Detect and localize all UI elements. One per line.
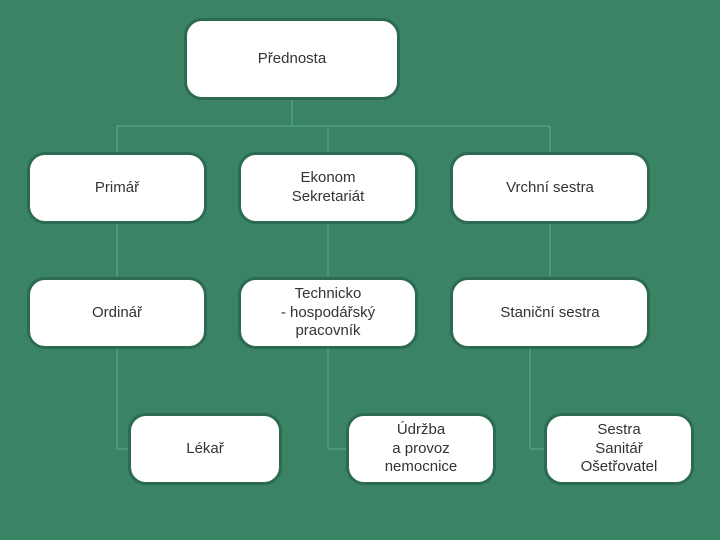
org-node-n7: Staniční sestra bbox=[450, 277, 650, 349]
org-node-n10: Sestra Sanitář Ošetřovatel bbox=[544, 413, 694, 485]
org-node-label: Lékař bbox=[186, 440, 224, 459]
org-node-n3: Ekonom Sekretariát bbox=[238, 152, 418, 224]
org-node-n1: Přednosta bbox=[184, 18, 400, 100]
org-node-n2: Primář bbox=[27, 152, 207, 224]
org-node-n5: Ordinář bbox=[27, 277, 207, 349]
org-node-n4: Vrchní sestra bbox=[450, 152, 650, 224]
org-node-label: Údržba a provoz nemocnice bbox=[385, 421, 458, 477]
org-node-label: Primář bbox=[95, 179, 139, 198]
org-node-label: Ekonom Sekretariát bbox=[292, 169, 365, 207]
org-node-label: Staniční sestra bbox=[500, 304, 599, 323]
org-node-label: Ordinář bbox=[92, 304, 142, 323]
org-node-n9: Údržba a provoz nemocnice bbox=[346, 413, 496, 485]
org-node-label: Technicko - hospodářský pracovník bbox=[281, 285, 375, 341]
org-node-n6: Technicko - hospodářský pracovník bbox=[238, 277, 418, 349]
org-node-n8: Lékař bbox=[128, 413, 282, 485]
org-node-label: Vrchní sestra bbox=[506, 179, 594, 198]
org-node-label: Sestra Sanitář Ošetřovatel bbox=[581, 421, 658, 477]
org-node-label: Přednosta bbox=[258, 50, 326, 69]
